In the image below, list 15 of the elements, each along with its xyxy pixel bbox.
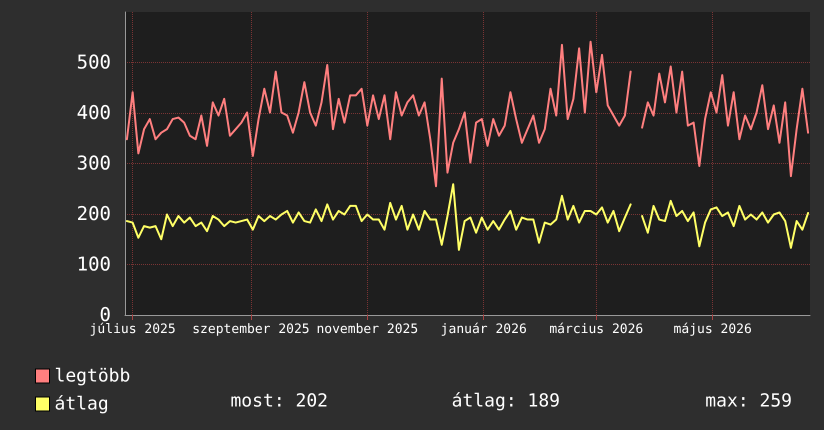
y-tick-label: 400: [76, 102, 111, 124]
legend-label: legtöbb: [54, 366, 130, 386]
x-tick-label: szeptember 2025: [192, 322, 310, 337]
x-tick-label: március 2026: [549, 322, 644, 337]
y-tick-label: 300: [76, 152, 111, 174]
text: most: 202: [230, 390, 328, 412]
x-tick-label: január 2026: [440, 322, 527, 337]
text: átlag: 189: [452, 390, 560, 412]
text: max: 259: [705, 390, 792, 412]
y-tick-label: 500: [76, 52, 111, 74]
x-tick-label: május 2026: [674, 322, 752, 337]
legend-label: átlag: [54, 394, 109, 414]
x-tick-label: november 2025: [316, 322, 418, 337]
y-tick-label: 100: [76, 254, 111, 276]
y-tick-label: 200: [76, 203, 111, 225]
